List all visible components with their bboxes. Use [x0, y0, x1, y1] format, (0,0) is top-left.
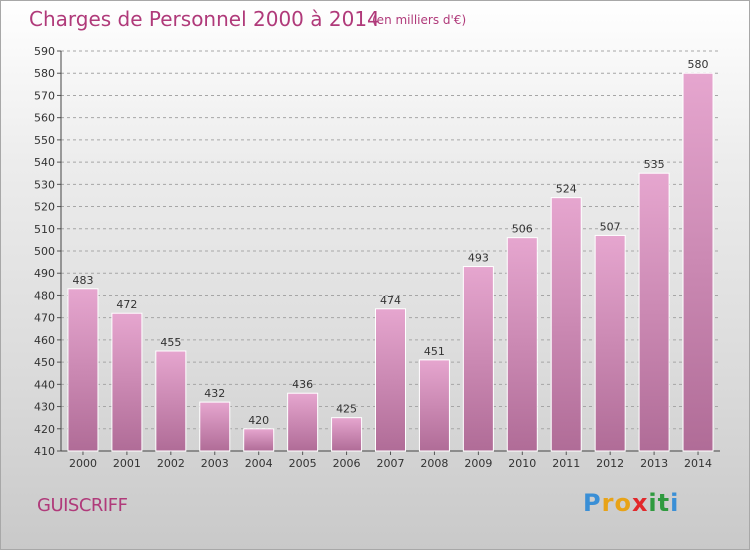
bar-2002	[155, 350, 187, 452]
y-tick-label: 580	[34, 67, 55, 80]
data-label: 506	[512, 223, 533, 236]
data-label: 474	[380, 294, 401, 307]
y-tick-label: 490	[34, 267, 55, 280]
x-tick-label: 2012	[596, 457, 624, 470]
y-tick-label: 590	[34, 45, 55, 58]
commune-name: GUISCRIFF	[37, 495, 128, 516]
brand-letter: x	[631, 489, 649, 517]
bar-2005	[287, 392, 319, 452]
bars	[67, 72, 714, 452]
bar-2001	[111, 312, 143, 452]
bar-2003	[199, 401, 231, 452]
y-tick-label: 530	[34, 178, 55, 191]
chart-title: Charges de Personnel 2000 à 2014	[29, 7, 380, 31]
brand-letter: i	[670, 489, 680, 517]
data-label: 455	[160, 336, 181, 349]
brand-letter: r	[601, 489, 615, 517]
y-tick-label: 550	[34, 134, 55, 147]
y-tick-label: 430	[34, 401, 55, 414]
y-tick-label: 520	[34, 201, 55, 214]
bar-2004	[243, 428, 275, 452]
y-tick-label: 410	[34, 445, 55, 458]
x-tick-label: 2005	[289, 457, 317, 470]
data-label: 425	[336, 403, 357, 416]
data-label: 507	[600, 220, 621, 233]
bar-2013	[638, 172, 670, 452]
data-label: 493	[468, 252, 489, 265]
brand-letter: o	[614, 489, 632, 517]
x-tick-label: 2008	[420, 457, 448, 470]
y-tick-label: 560	[34, 112, 55, 125]
data-label: 483	[72, 274, 93, 287]
y-tick-label: 420	[34, 423, 55, 436]
bar-2006	[331, 417, 363, 452]
y-tick-label: 480	[34, 289, 55, 302]
data-label: 524	[556, 183, 577, 196]
data-label: 420	[248, 414, 269, 427]
data-label: 436	[292, 378, 313, 391]
y-tick-label: 460	[34, 334, 55, 347]
x-tick-label: 2002	[157, 457, 185, 470]
y-tick-label: 540	[34, 156, 55, 169]
brand-letter: i	[648, 489, 658, 517]
x-tick-label: 2010	[508, 457, 536, 470]
x-tick-label: 2001	[113, 457, 141, 470]
bar-2012	[594, 234, 626, 452]
x-tick-label: 2009	[464, 457, 492, 470]
data-label: 535	[644, 158, 665, 171]
x-tick-label: 2000	[69, 457, 97, 470]
bar-2008	[418, 359, 450, 452]
y-tick-label: 500	[34, 245, 55, 258]
x-tick-label: 2003	[201, 457, 229, 470]
data-label: 432	[204, 387, 225, 400]
bar-2000	[67, 288, 99, 452]
y-tick-label: 450	[34, 356, 55, 369]
x-tick-label: 2006	[333, 457, 361, 470]
bar-2014	[682, 72, 714, 452]
data-labels: 483 472 455 432 420 436 425 474 451 493 506 524 507 5…	[72, 58, 708, 427]
bar-2010	[506, 237, 538, 452]
bar-2007	[375, 308, 406, 452]
brand-logo: Proxiti	[583, 489, 679, 517]
brand-letter: t	[657, 489, 671, 517]
y-tick-label: 570	[34, 89, 55, 102]
bar-2011	[550, 197, 582, 452]
brand-letter: P	[583, 489, 602, 517]
y-tick-label: 470	[34, 312, 55, 325]
x-tick-label: 2004	[245, 457, 273, 470]
chart-subtitle: (en milliers d'€)	[372, 13, 467, 27]
y-tick-label: 510	[34, 223, 55, 236]
x-tick-label: 2011	[552, 457, 580, 470]
x-tick-label: 2014	[684, 457, 712, 470]
bar-2009	[462, 266, 494, 452]
data-label: 472	[116, 298, 137, 311]
x-tick-label: 2007	[377, 457, 405, 470]
x-tick-label: 2013	[640, 457, 668, 470]
y-tick-label: 440	[34, 378, 55, 391]
axes: 410 420 430 440 450 460 470 480 490 500 510 520 530 5…	[34, 45, 720, 470]
data-label: 451	[424, 345, 445, 358]
data-label: 580	[688, 58, 709, 71]
